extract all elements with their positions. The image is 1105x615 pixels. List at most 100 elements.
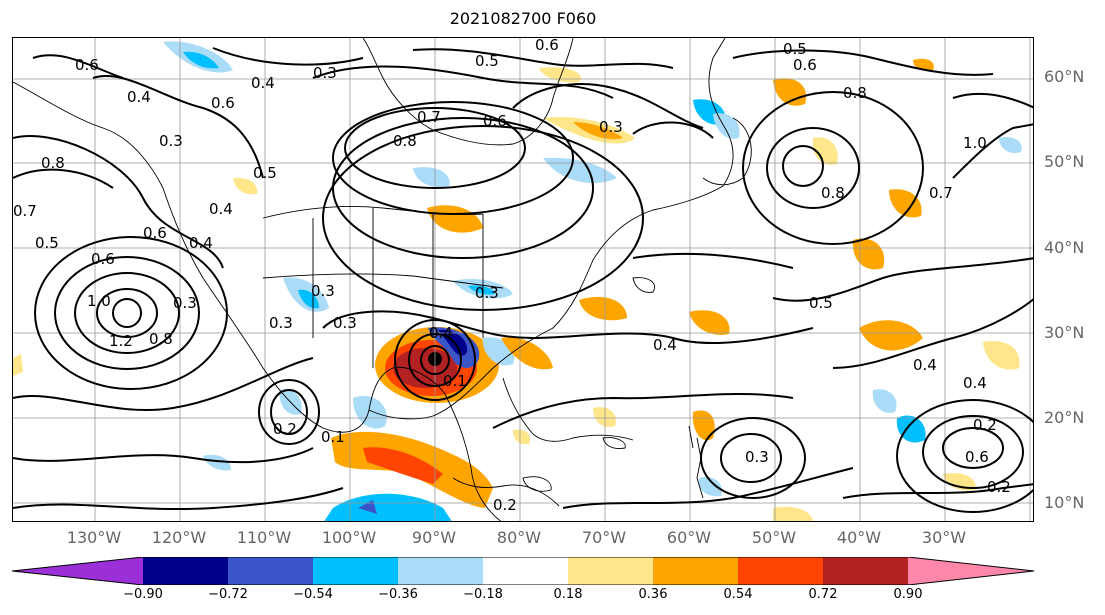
negative-anomaly-patch	[358, 500, 377, 514]
positive-anomaly-patch	[13, 354, 23, 376]
contour-label: 0.1	[321, 428, 345, 446]
negative-anomaly-patch	[872, 389, 897, 413]
contour-label: 0.7	[417, 108, 441, 126]
lat-label: 50°N	[1044, 152, 1085, 171]
contour-label: 0.6	[965, 448, 989, 466]
contour-label: 0.5	[35, 234, 59, 252]
contour-label: 0.6	[793, 56, 817, 74]
contour-label: 0.2	[273, 420, 297, 438]
positive-anomaly-patch	[233, 177, 258, 195]
lon-label: 120°W	[151, 528, 207, 547]
colorbar-tick: 0.72	[808, 587, 838, 602]
colorbar-bin	[738, 557, 823, 585]
contour-label: 0.3	[599, 118, 623, 136]
colorbar-tick: 0.18	[553, 587, 583, 602]
contour-label: 0.3	[311, 282, 335, 300]
lon-label: 100°W	[321, 528, 377, 547]
contour-label: 0.6	[483, 112, 507, 130]
contour-label: 0.8	[41, 154, 65, 172]
lon-label: 90°W	[411, 528, 457, 547]
negative-anomaly-patch	[468, 285, 495, 295]
contour-label: 0.4	[189, 234, 213, 252]
colorbar-outline	[12, 557, 1035, 585]
lon-label: 30°W	[921, 528, 967, 547]
contour-label: 0.4	[913, 356, 937, 374]
contour-label: 0.8	[149, 330, 173, 348]
colorbar-tick: −0.72	[208, 587, 248, 602]
contour-label: 0.3	[333, 314, 357, 332]
lat-label: 30°N	[1044, 323, 1085, 342]
negative-anomaly-patch	[543, 157, 617, 184]
colorbar-tick: −0.36	[378, 587, 418, 602]
contour-label: 0.1	[443, 372, 467, 390]
contour-label: 0.5	[253, 164, 277, 182]
contour-label: 0.2	[987, 478, 1011, 496]
contour-label: 0.4	[251, 74, 275, 92]
positive-anomaly-patch	[692, 410, 715, 441]
contour-label: 0.5	[783, 40, 807, 58]
colorbar-extend-low	[12, 557, 143, 585]
positive-anomaly-patch	[593, 407, 616, 427]
contour-label: 0.6	[535, 38, 559, 54]
negative-anomaly-patch	[324, 493, 452, 521]
contour-label: 1.0	[963, 134, 987, 152]
positive-anomaly-patch	[513, 429, 531, 445]
contour-label: 0.3	[159, 132, 183, 150]
negative-anomaly-patch	[698, 476, 722, 497]
shading-layer	[13, 41, 1022, 521]
contour-label: 0.3	[313, 64, 337, 82]
lon-label: 40°W	[836, 528, 882, 547]
contour-label: 0.5	[809, 294, 833, 312]
positive-anomaly-patch	[983, 341, 1020, 370]
negative-anomaly-patch	[999, 136, 1022, 154]
map-canvas: 0.6 0.4 0.3 0.6 0.4 0.5 0.3 0.8 0.6 0.8 …	[13, 38, 1033, 521]
negative-anomaly-patch	[713, 113, 740, 139]
contour-labels: 0.6 0.4 0.3 0.6 0.4 0.5 0.3 0.8 0.6 0.8 …	[13, 38, 1011, 514]
negative-anomaly-patch	[203, 454, 231, 471]
colorbar-tick: 0.36	[638, 587, 668, 602]
positive-anomaly-patch	[889, 189, 922, 218]
positive-anomaly-patch	[859, 320, 923, 351]
contour-label: 1.0	[87, 292, 111, 310]
contour-label: 0.8	[393, 132, 417, 150]
contour-label: 0.3	[475, 284, 499, 302]
colorbar-bin	[653, 557, 738, 585]
lon-label: 130°W	[66, 528, 122, 547]
contour-label: 0.8	[821, 184, 845, 202]
lat-label: 40°N	[1044, 238, 1085, 257]
lat-label: 20°N	[1044, 408, 1085, 427]
contour-label: 0.4	[429, 324, 453, 342]
contour-label: 0.6	[75, 56, 99, 74]
lon-label: 60°W	[666, 528, 712, 547]
colorbar-tick: 0.54	[723, 587, 753, 602]
contour-label: 0.7	[13, 202, 37, 220]
positive-anomaly-patch	[812, 137, 838, 165]
contour-label: 0.8	[843, 84, 867, 102]
positive-anomaly-patch	[501, 337, 553, 370]
colorbar-bin	[568, 557, 653, 585]
lon-label: 80°W	[496, 528, 542, 547]
colorbar-tick: −0.54	[293, 587, 333, 602]
contour-label: 0.4	[963, 374, 987, 392]
positive-anomaly-patch	[773, 506, 813, 521]
positive-anomaly-patch	[579, 296, 627, 321]
contour-label: 0.6	[91, 250, 115, 268]
colorbar-tick: −0.18	[463, 587, 503, 602]
lon-label: 110°W	[236, 528, 292, 547]
colorbar-bin	[398, 557, 483, 585]
colorbar-bin	[483, 557, 568, 585]
colorbar-tick: 0.90	[893, 587, 923, 602]
contour-label: 0.6	[143, 224, 167, 242]
negative-anomaly-patch	[413, 167, 450, 188]
contours	[13, 47, 1033, 513]
contour-label: 0.3	[173, 294, 197, 312]
map-panel: 0.6 0.4 0.3 0.6 0.4 0.5 0.3 0.8 0.6 0.8 …	[12, 37, 1034, 522]
positive-anomaly-patch	[427, 205, 483, 233]
lon-label: 70°W	[581, 528, 627, 547]
colorbar-bin	[313, 557, 398, 585]
lon-label: 50°W	[751, 528, 797, 547]
positive-anomaly-patch	[689, 310, 730, 335]
negative-anomaly-patch	[298, 289, 319, 309]
positive-anomaly-patch	[539, 67, 581, 83]
negative-anomaly-patch	[183, 51, 219, 69]
